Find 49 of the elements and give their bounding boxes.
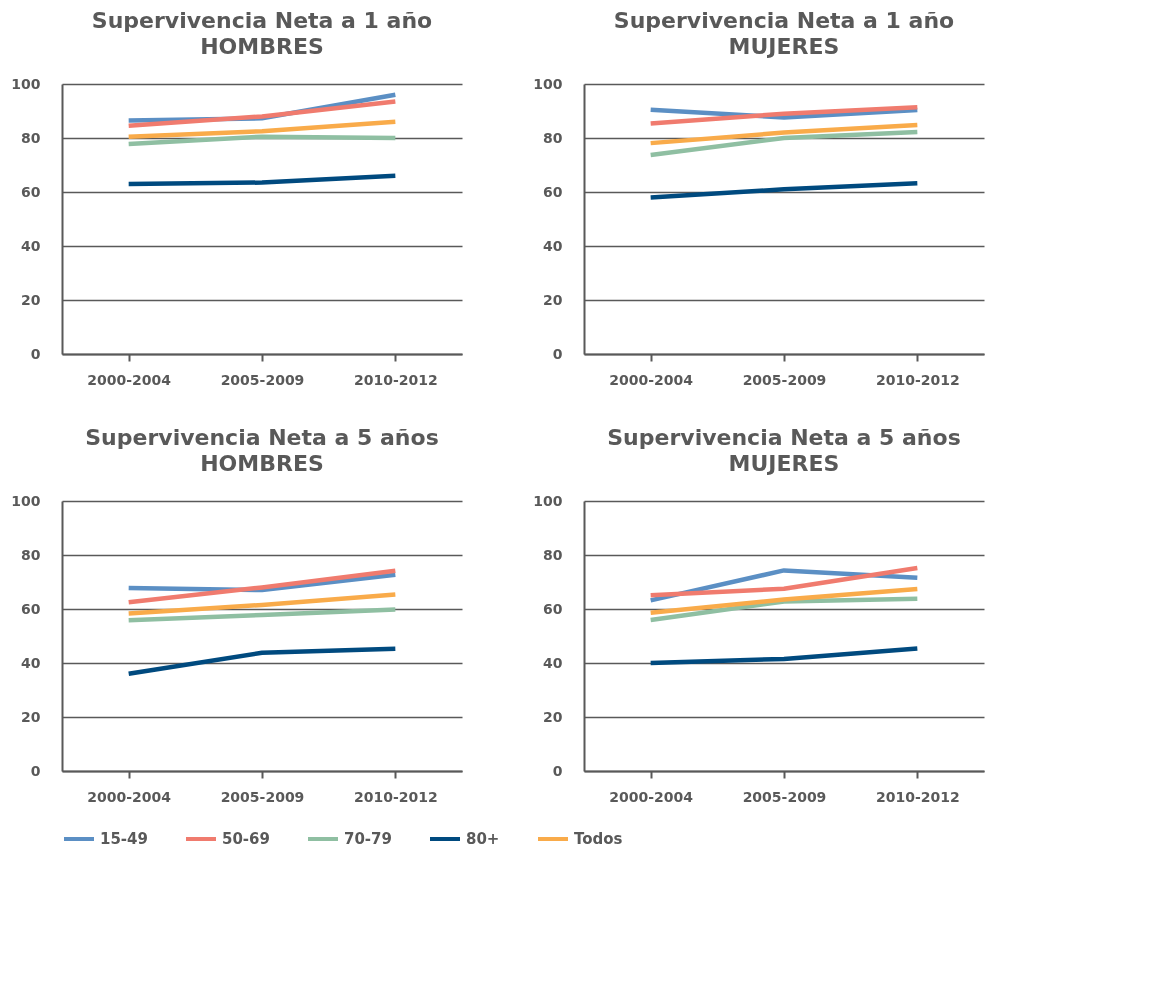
legend-label: 80+ <box>466 830 500 848</box>
chart-title: Supervivencia Neta a 5 años <box>85 425 439 450</box>
x-tick-label: 2005-2009 <box>742 788 827 805</box>
y-tick-label: 20 <box>21 291 41 308</box>
y-tick-label: 0 <box>552 762 563 779</box>
chart-title: Supervivencia Neta a 1 año <box>613 8 955 33</box>
x-tick-label: 2000-2004 <box>609 371 694 388</box>
x-tick-label: 2010-2012 <box>875 371 960 388</box>
x-tick-label: 2000-2004 <box>609 788 694 805</box>
y-tick-label: 20 <box>21 708 41 725</box>
y-tick-label: 60 <box>543 183 563 200</box>
y-tick-label: 80 <box>21 129 41 146</box>
legend-label: 15-49 <box>100 830 148 848</box>
legend-label: 70-79 <box>344 830 392 848</box>
y-tick-label: 40 <box>21 237 41 254</box>
chart-subtitle: MUJERES <box>728 34 840 59</box>
x-tick-label: 2010-2012 <box>353 788 438 805</box>
x-tick-label: 2005-2009 <box>220 788 305 805</box>
chart-title: Supervivencia Neta a 1 año <box>91 8 433 33</box>
x-tick-label: 2005-2009 <box>742 371 827 388</box>
y-tick-label: 80 <box>543 546 563 563</box>
y-tick-label: 20 <box>543 708 563 725</box>
chart-subtitle: HOMBRES <box>200 34 324 59</box>
y-tick-label: 100 <box>533 492 563 509</box>
y-tick-label: 100 <box>11 492 41 509</box>
y-tick-label: 0 <box>30 762 41 779</box>
legend-label: 50-69 <box>222 830 270 848</box>
y-tick-label: 60 <box>543 600 563 617</box>
y-tick-label: 60 <box>21 600 41 617</box>
y-tick-label: 40 <box>21 654 41 671</box>
y-tick-label: 60 <box>21 183 41 200</box>
x-tick-label: 2010-2012 <box>875 788 960 805</box>
y-tick-label: 80 <box>21 546 41 563</box>
y-tick-label: 40 <box>543 237 563 254</box>
x-tick-label: 2005-2009 <box>220 371 305 388</box>
x-tick-label: 2010-2012 <box>353 371 438 388</box>
chart-subtitle: MUJERES <box>728 451 840 476</box>
legend-label: Todos <box>574 830 623 848</box>
y-tick-label: 100 <box>533 75 563 92</box>
y-tick-label: 80 <box>543 129 563 146</box>
x-tick-label: 2000-2004 <box>87 371 172 388</box>
y-tick-label: 0 <box>552 345 563 362</box>
x-tick-label: 2000-2004 <box>87 788 172 805</box>
y-tick-label: 20 <box>543 291 563 308</box>
chart-title: Supervivencia Neta a 5 años <box>607 425 961 450</box>
y-tick-label: 0 <box>30 345 41 362</box>
y-tick-label: 100 <box>11 75 41 92</box>
chart-subtitle: HOMBRES <box>200 451 324 476</box>
y-tick-label: 40 <box>543 654 563 671</box>
